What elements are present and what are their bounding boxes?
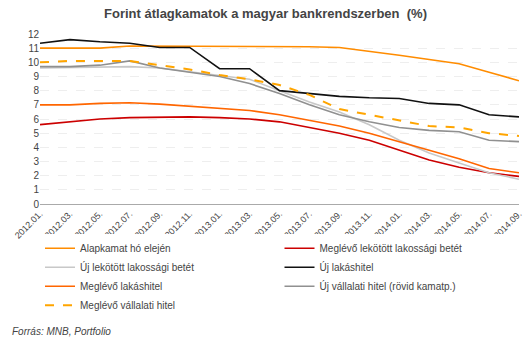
- svg-text:2013.01.: 2013.01.: [192, 208, 225, 241]
- svg-text:2012.09.: 2012.09.: [132, 208, 165, 241]
- svg-text:4: 4: [33, 142, 39, 153]
- svg-text:8: 8: [33, 85, 39, 96]
- svg-text:2014.09.: 2014.09.: [491, 208, 524, 241]
- svg-text:2013.05.: 2013.05.: [252, 208, 285, 241]
- svg-text:1: 1: [33, 184, 39, 195]
- svg-text:2014.03.: 2014.03.: [401, 208, 434, 241]
- svg-text:11: 11: [29, 43, 40, 54]
- svg-text:2014.01.: 2014.01.: [372, 208, 404, 241]
- svg-text:Forrás: MNB, Portfolio: Forrás: MNB, Portfolio: [12, 326, 111, 337]
- svg-text:Új vállalati hitel (rövid kama: Új vállalati hitel (rövid kamatp.): [320, 280, 456, 292]
- svg-text:7: 7: [33, 99, 39, 110]
- svg-text:0: 0: [33, 199, 39, 210]
- svg-text:2013.11.: 2013.11.: [342, 208, 374, 241]
- svg-text:12: 12: [28, 29, 40, 40]
- svg-text:2013.09.: 2013.09.: [312, 208, 344, 241]
- svg-text:2014.07.: 2014.07.: [461, 208, 494, 241]
- svg-text:9: 9: [33, 71, 39, 82]
- svg-text:Meglévő lekötött lakossági bet: Meglévő lekötött lakossági betét: [320, 243, 463, 254]
- svg-text:2012.07.: 2012.07.: [102, 208, 135, 241]
- svg-text:3: 3: [33, 156, 39, 167]
- svg-text:Új lekötött lakossági betét: Új lekötött lakossági betét: [80, 261, 194, 273]
- svg-text:6: 6: [33, 114, 39, 125]
- svg-text:2012.11.: 2012.11.: [162, 208, 195, 241]
- svg-text:Meglévő lakáshitel: Meglévő lakáshitel: [80, 281, 162, 292]
- svg-text:2012.01.: 2012.01.: [13, 209, 45, 241]
- svg-text:2012.05.: 2012.05.: [72, 208, 105, 241]
- svg-text:10: 10: [28, 57, 40, 68]
- svg-text:2: 2: [33, 170, 39, 181]
- svg-text:2012.03.: 2012.03.: [42, 208, 75, 241]
- svg-text:2013.07.: 2013.07.: [282, 208, 314, 241]
- svg-text:Új lakáshitel: Új lakáshitel: [320, 261, 374, 273]
- svg-text:Forint átlagkamatok a magyar b: Forint átlagkamatok a magyar bankrendsze…: [104, 6, 427, 21]
- svg-text:2013.03.: 2013.03.: [222, 208, 255, 241]
- svg-text:Meglévő vállalati hitel: Meglévő vállalati hitel: [80, 300, 175, 311]
- svg-text:Alapkamat hó elején: Alapkamat hó elején: [80, 243, 171, 254]
- svg-text:2014.05.: 2014.05.: [431, 208, 464, 241]
- svg-text:5: 5: [33, 128, 39, 139]
